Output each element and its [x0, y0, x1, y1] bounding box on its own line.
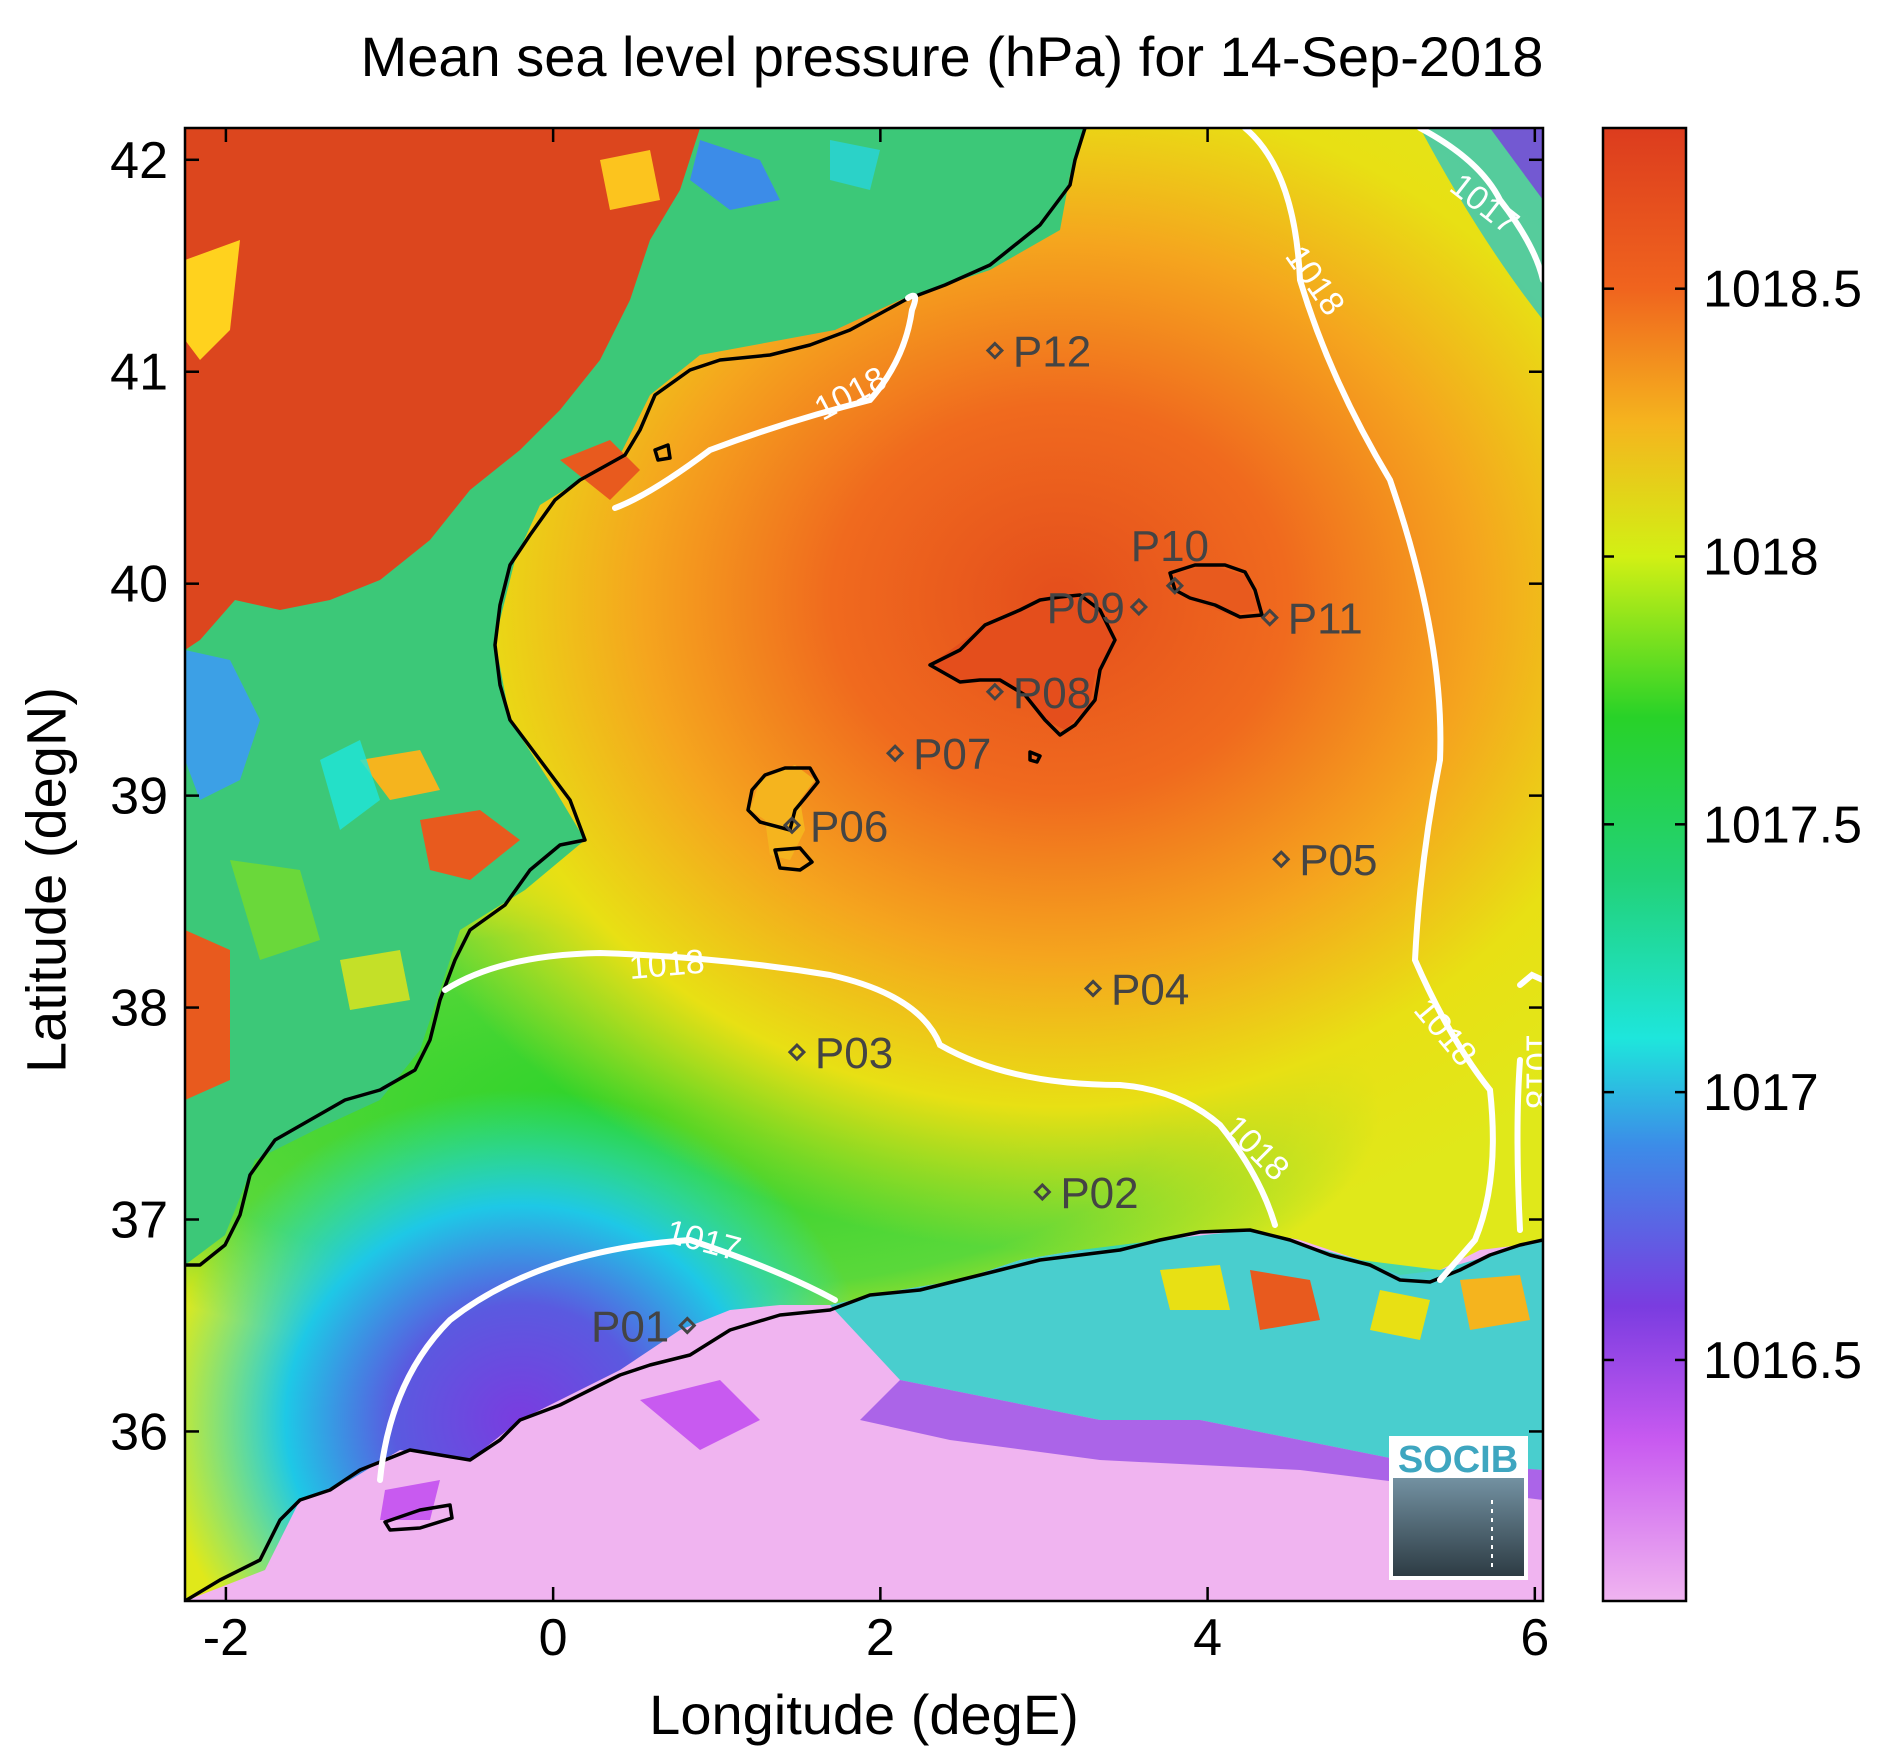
colorbar-tick-label: 1018.5: [1703, 261, 1862, 319]
station-marker: [885, 744, 905, 763]
station-label: P06: [810, 802, 888, 851]
x-axis-label: Longitude (degE): [649, 1683, 1079, 1746]
station-marker: [1165, 576, 1184, 595]
y-tick-label: 40: [110, 556, 168, 614]
coastline: [185, 128, 1543, 1601]
y-tick-label: 36: [110, 1403, 168, 1461]
station-marker: [1033, 1182, 1052, 1202]
station-label: P03: [815, 1029, 893, 1078]
contour-label: 1018: [627, 943, 706, 987]
colorbar-tick-label: 1018: [1703, 529, 1819, 587]
x-tick-label: 4: [1193, 1609, 1222, 1667]
station-label: P10: [1131, 522, 1209, 571]
y-axis: 36 37 38 39 40 41 42: [110, 132, 1543, 1461]
colorbar-tick-label: 1017.5: [1703, 796, 1862, 854]
x-axis: -2 0 2 4 6: [203, 128, 1549, 1667]
station-label: P08: [1013, 669, 1091, 718]
y-tick-label: 38: [110, 980, 168, 1038]
colorbar-tick-label: 1017: [1703, 1064, 1819, 1122]
y-axis-label: Latitude (degN): [14, 686, 78, 1074]
station-marker: [1260, 608, 1279, 627]
station-label: P11: [1288, 595, 1363, 644]
y-tick-label: 39: [110, 768, 168, 826]
station-marker: [782, 816, 802, 835]
station-label: P05: [1299, 836, 1377, 885]
x-tick-label: -2: [203, 1609, 249, 1667]
station-marker: [985, 682, 1005, 701]
x-tick-label: 6: [1520, 1609, 1549, 1667]
colorbar-ticks: 1016.5 1017 1017.5 1018 1018.5: [1603, 261, 1862, 1390]
contour-label: 1018: [1519, 1033, 1557, 1109]
station-marker: [1129, 597, 1148, 617]
station-label: P04: [1111, 965, 1189, 1014]
isobars: [377, 128, 1543, 1483]
station-label: P12: [1013, 328, 1091, 377]
socib-logo: SOCIB: [1389, 1436, 1528, 1580]
station-marker: [787, 1042, 807, 1062]
station-label: P02: [1060, 1169, 1138, 1218]
station-marker: [678, 1316, 697, 1335]
colorbar-ramp: [1601, 126, 1688, 1603]
station-marker: [1272, 850, 1291, 869]
x-tick-label: 2: [866, 1609, 895, 1667]
x-tick-label: 0: [539, 1609, 568, 1667]
station-marker: [985, 341, 1005, 360]
station-label: P01: [591, 1302, 669, 1351]
map-title: Mean sea level pressure (hPa) for 14-Sep…: [360, 25, 1544, 88]
y-tick-label: 37: [110, 1192, 168, 1250]
plot-frame: [183, 126, 1545, 1603]
station-label: P09: [1047, 584, 1125, 633]
colorbar: 1016.5 1017 1017.5 1018 1018.5: [1601, 126, 1862, 1603]
logo-text: SOCIB: [1398, 1439, 1518, 1481]
colorbar-tick-label: 1016.5: [1703, 1332, 1862, 1390]
y-tick-label: 42: [110, 132, 168, 190]
station-marker: [1083, 979, 1103, 998]
station-label: P07: [913, 730, 991, 779]
y-tick-label: 41: [110, 344, 168, 402]
